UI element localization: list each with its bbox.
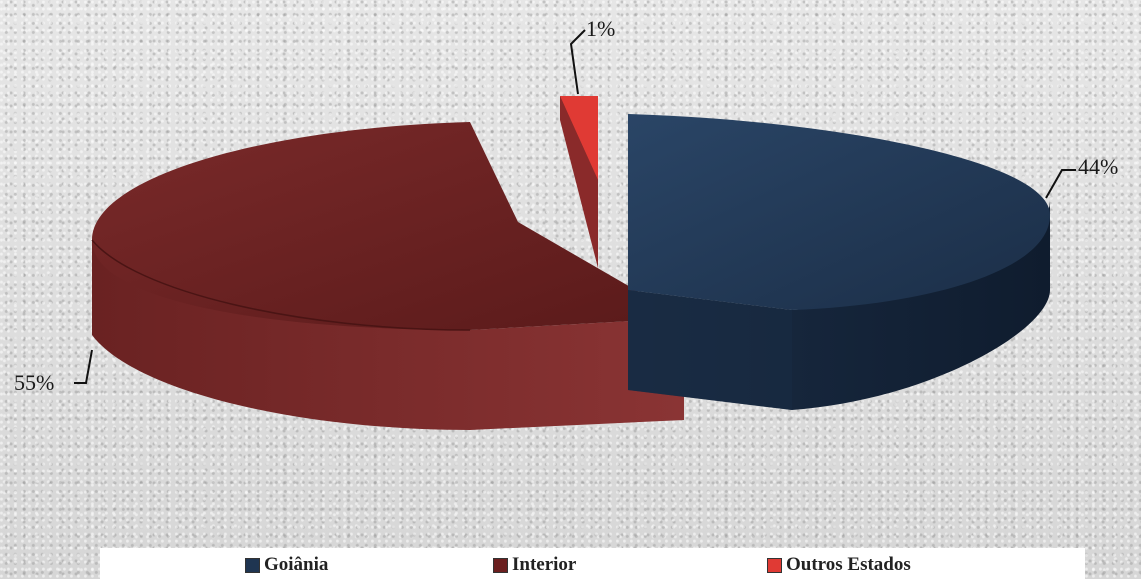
slice-goiania — [628, 114, 1050, 410]
legend-item-outros-estados: Outros Estados — [767, 554, 911, 576]
legend-swatch-goiania — [245, 557, 260, 573]
label-outros-estados: 1% — [586, 16, 615, 41]
slice-outros-estados — [560, 96, 598, 268]
leader-outros — [569, 29, 586, 95]
legend-item-goiania: Goiânia — [245, 554, 328, 576]
leader-goiania — [1045, 169, 1076, 199]
legend-swatch-interior — [493, 557, 508, 573]
label-goiania: 44% — [1078, 154, 1118, 179]
slice-interior — [91, 122, 684, 430]
legend-label-interior: Interior — [512, 554, 577, 575]
leader-interior — [74, 349, 93, 384]
legend-label-outros-estados: Outros Estados — [786, 554, 911, 575]
legend-label-goiania: Goiânia — [264, 554, 329, 575]
label-interior: 55% — [14, 370, 54, 395]
legend: Goiânia Interior Outros Estados — [100, 548, 1085, 579]
legend-swatch-outros-estados — [767, 557, 782, 573]
legend-item-interior: Interior — [493, 554, 576, 576]
